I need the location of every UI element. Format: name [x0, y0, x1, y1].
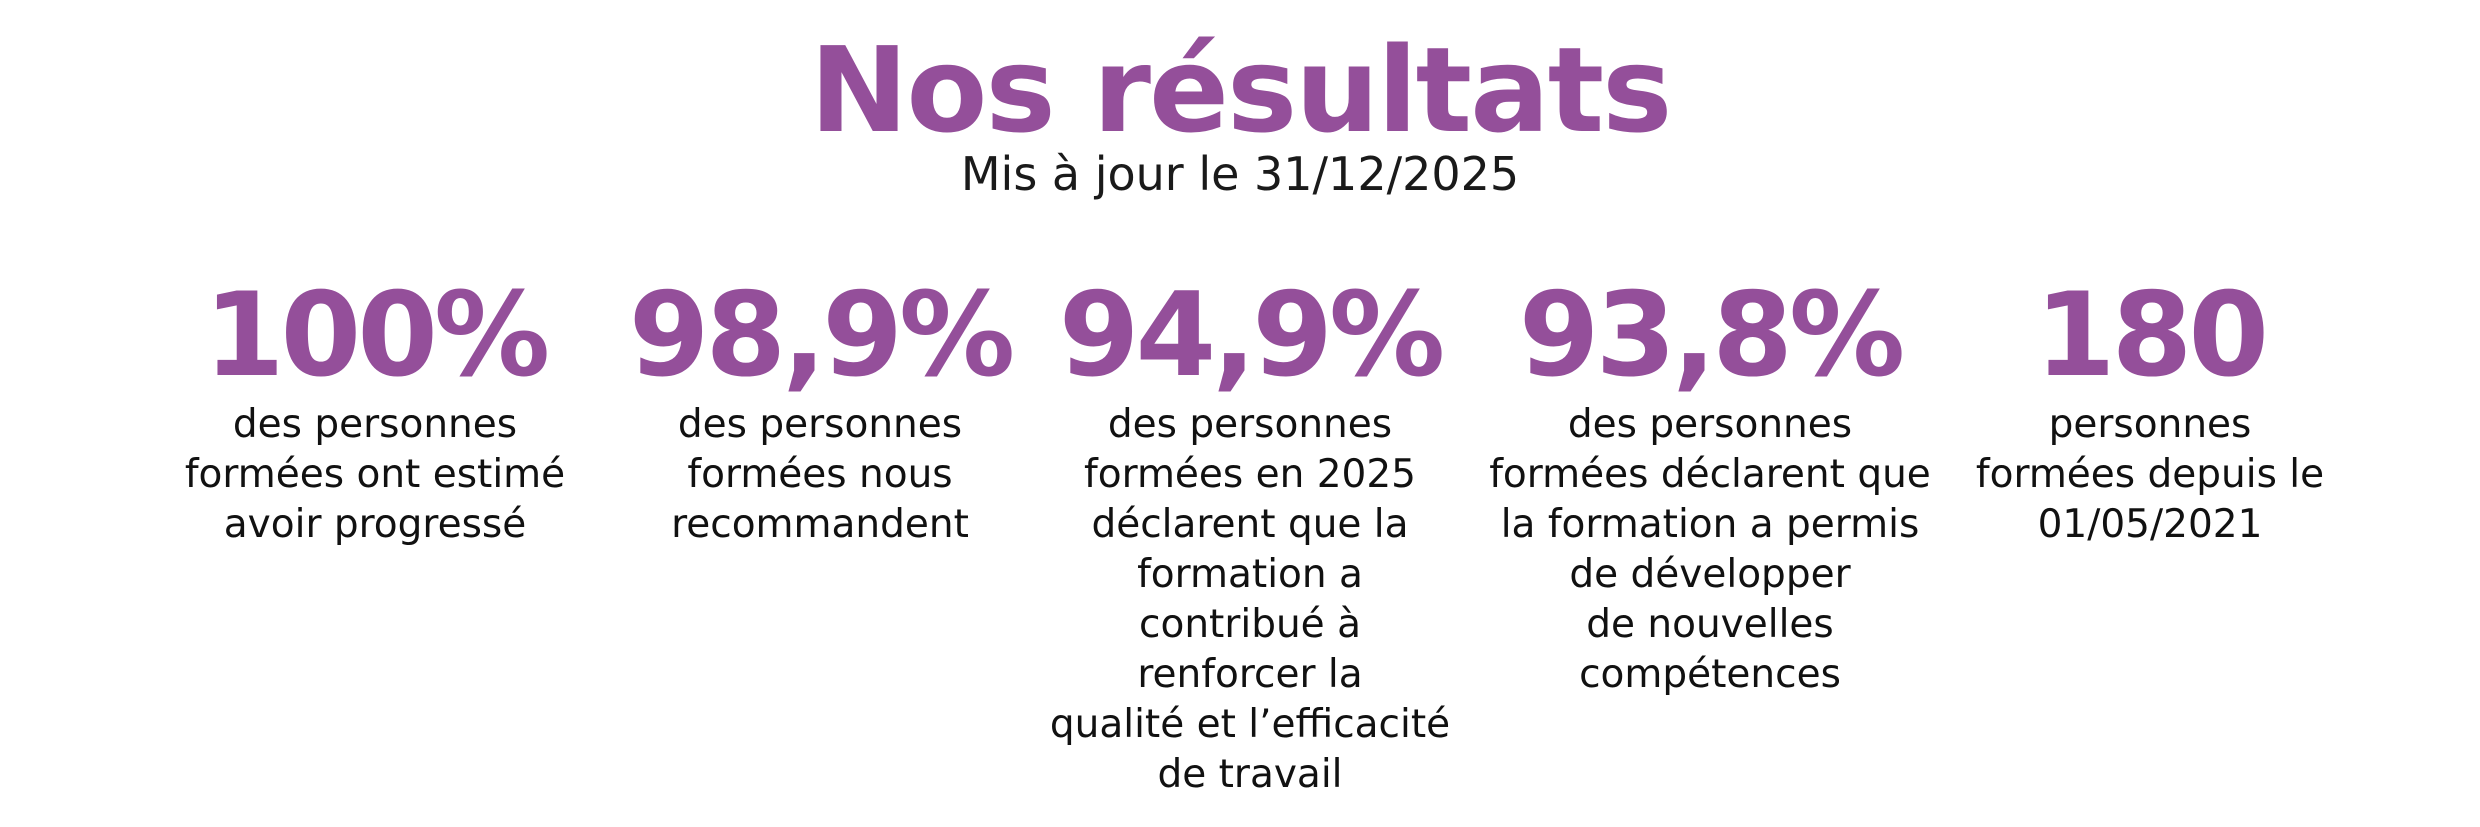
stat-description-line: formées déclarent que	[1489, 452, 1931, 497]
stat-description-line: formées en 2025	[1084, 452, 1416, 497]
stat-description-line: contribué à	[1139, 602, 1361, 647]
stat-description: des personnes formées déclarent que la f…	[1470, 400, 1950, 700]
stat-description-line: 01/05/2021	[2037, 502, 2263, 547]
stat-description-line: personnes	[2048, 402, 2252, 447]
stat-description-line: formées ont estimé	[184, 452, 566, 497]
stat-description-line: renforcer la	[1137, 652, 1363, 697]
stat-description: personnes formées depuis le 01/05/2021	[1960, 400, 2340, 550]
stat-description-line: de développer	[1569, 552, 1851, 597]
stat-description-line: déclarent que la	[1091, 502, 1409, 547]
stat-description-line: la formation a permis	[1500, 502, 1920, 547]
stat-description-line: des personnes	[232, 402, 518, 447]
stat-block-recommend: 98,9% des personnes formées nous recomma…	[610, 272, 1030, 550]
stat-description: des personnes formées en 2025 déclarent …	[1040, 400, 1460, 800]
stat-description-line: des personnes	[677, 402, 963, 447]
stat-description-line: de travail	[1157, 752, 1343, 797]
stat-value: 94,9%	[1058, 268, 1445, 403]
stat-description-line: recommandent	[671, 502, 969, 547]
stat-block-trained-count: 180 personnes formées depuis le 01/05/20…	[1960, 272, 2340, 550]
stat-description-line: qualité et l’efficacité	[1049, 702, 1451, 747]
stat-description: des personnes formées ont estimé avoir p…	[165, 400, 585, 550]
stat-value: 100%	[203, 268, 550, 403]
stat-block-progress: 100% des personnes formées ont estimé av…	[165, 272, 585, 550]
stat-value: 98,9%	[628, 268, 1015, 403]
stat-description-line: avoir progressé	[223, 502, 527, 547]
stat-description-line: compétences	[1579, 652, 1841, 697]
stat-description-line: de nouvelles	[1586, 602, 1834, 647]
update-date: Mis à jour le 31/12/2025	[960, 147, 1520, 201]
stat-description: des personnes formées nous recommandent	[610, 400, 1030, 550]
page-title: Nos résultats	[809, 21, 1673, 159]
stat-value: 180	[2034, 268, 2269, 403]
stat-description-line: formées nous	[687, 452, 953, 497]
stat-description-line: des personnes	[1107, 402, 1393, 447]
stat-description-line: formation a	[1137, 552, 1363, 597]
stat-description-line: formées depuis le	[1975, 452, 2325, 497]
stat-block-skills: 93,8% des personnes formées déclarent qu…	[1470, 272, 1950, 700]
stat-block-quality: 94,9% des personnes formées en 2025 décl…	[1040, 272, 1460, 800]
stat-description-line: des personnes	[1567, 402, 1853, 447]
stat-value: 93,8%	[1518, 268, 1905, 403]
